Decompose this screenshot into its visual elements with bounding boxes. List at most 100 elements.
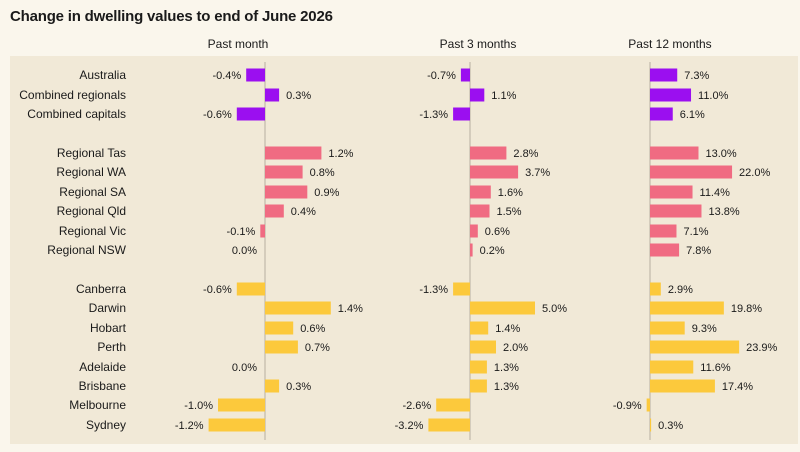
bar-past-3-months-canberra — [453, 282, 470, 296]
value-label-past-month-perth: 0.7% — [305, 342, 330, 354]
bar-past-month-hobart — [265, 321, 294, 335]
bar-past-3-months-regional-nsw — [470, 243, 473, 257]
value-label-past-month-australia: -0.4% — [212, 70, 241, 82]
value-label-past-12-months-australia: 7.3% — [684, 70, 709, 82]
bar-past-month-combined-regionals — [265, 88, 280, 102]
value-label-past-month-darwin: 1.4% — [338, 303, 363, 315]
value-label-past-3-months-regional-wa: 3.7% — [525, 167, 550, 179]
value-label-past-3-months-canberra: -1.3% — [419, 284, 448, 296]
value-label-past-12-months-brisbane: 17.4% — [722, 381, 753, 393]
value-label-past-12-months-regional-qld: 13.8% — [708, 206, 739, 218]
bar-past-3-months-combined-regionals — [470, 88, 485, 102]
value-label-past-3-months-hobart: 1.4% — [495, 323, 520, 335]
bar-past-3-months-brisbane — [470, 379, 487, 393]
column-header-past-month: Past month — [208, 37, 269, 51]
bar-past-3-months-sydney — [428, 418, 470, 432]
value-label-past-12-months-combined-regionals: 11.0% — [698, 90, 729, 102]
bar-past-3-months-hobart — [470, 321, 489, 335]
category-label-darwin: Darwin — [89, 301, 126, 315]
column-header-past-3-months: Past 3 months — [440, 37, 517, 51]
value-label-past-month-canberra: -0.6% — [203, 284, 232, 296]
value-label-past-3-months-regional-tas: 2.8% — [513, 148, 538, 160]
category-label-regional-nsw: Regional NSW — [47, 243, 126, 257]
value-label-past-month-regional-qld: 0.4% — [291, 206, 316, 218]
value-label-past-12-months-regional-vic: 7.1% — [683, 226, 708, 238]
bar-past-12-months-perth — [650, 340, 740, 354]
bar-past-month-combined-capitals — [236, 107, 265, 121]
bar-past-12-months-adelaide — [650, 360, 694, 374]
bar-past-12-months-brisbane — [650, 379, 715, 393]
bar-past-month-australia — [246, 68, 265, 82]
value-label-past-month-combined-regionals: 0.3% — [286, 90, 311, 102]
value-label-past-3-months-regional-sa: 1.6% — [498, 187, 523, 199]
value-label-past-month-adelaide: 0.0% — [232, 362, 257, 374]
category-label-perth: Perth — [97, 340, 126, 354]
bar-past-month-regional-tas — [265, 146, 322, 160]
bar-past-3-months-regional-qld — [470, 204, 490, 218]
bar-past-month-brisbane — [265, 379, 280, 393]
value-label-past-12-months-regional-wa: 22.0% — [739, 167, 770, 179]
bar-past-12-months-regional-nsw — [650, 243, 680, 257]
value-label-past-12-months-sydney: 0.3% — [658, 420, 683, 432]
value-label-past-month-melbourne: -1.0% — [184, 400, 213, 412]
value-label-past-12-months-adelaide: 11.6% — [700, 362, 731, 374]
category-label-regional-sa: Regional SA — [59, 185, 126, 199]
value-label-past-3-months-combined-regionals: 1.1% — [491, 90, 516, 102]
bar-past-12-months-sydney — [650, 418, 652, 432]
value-label-past-3-months-combined-capitals: -1.3% — [419, 109, 448, 121]
bar-past-3-months-regional-sa — [470, 185, 491, 199]
category-label-regional-tas: Regional Tas — [57, 146, 126, 160]
value-label-past-month-regional-wa: 0.8% — [310, 167, 335, 179]
bar-past-month-sydney — [208, 418, 265, 432]
category-label-combined-regionals: Combined regionals — [19, 88, 126, 102]
bar-past-12-months-regional-tas — [650, 146, 699, 160]
bar-past-month-regional-wa — [265, 165, 303, 179]
category-label-combined-capitals: Combined capitals — [27, 107, 126, 121]
value-label-past-month-regional-tas: 1.2% — [328, 148, 353, 160]
bar-past-3-months-regional-vic — [470, 224, 478, 238]
value-label-past-12-months-combined-capitals: 6.1% — [680, 109, 705, 121]
bar-past-month-darwin — [265, 301, 331, 315]
bar-past-3-months-melbourne — [436, 398, 470, 412]
bar-past-3-months-regional-wa — [470, 165, 519, 179]
bar-past-month-regional-qld — [265, 204, 284, 218]
category-label-regional-wa: Regional WA — [56, 165, 126, 179]
bar-past-12-months-regional-qld — [650, 204, 702, 218]
value-label-past-month-combined-capitals: -0.6% — [203, 109, 232, 121]
value-label-past-3-months-perth: 2.0% — [503, 342, 528, 354]
bar-past-3-months-darwin — [470, 301, 535, 315]
category-label-melbourne: Melbourne — [69, 398, 126, 412]
category-label-brisbane: Brisbane — [79, 379, 127, 393]
value-label-past-12-months-hobart: 9.3% — [692, 323, 717, 335]
bar-past-month-perth — [265, 340, 298, 354]
bar-past-3-months-adelaide — [470, 360, 487, 374]
bar-past-3-months-combined-capitals — [453, 107, 470, 121]
value-label-past-12-months-regional-nsw: 7.8% — [686, 245, 711, 257]
bar-past-3-months-regional-tas — [470, 146, 507, 160]
bar-past-12-months-melbourne — [646, 398, 650, 412]
bar-past-12-months-hobart — [650, 321, 685, 335]
category-label-regional-qld: Regional Qld — [57, 204, 126, 218]
category-label-adelaide: Adelaide — [79, 360, 126, 374]
bar-past-12-months-darwin — [650, 301, 724, 315]
value-label-past-month-sydney: -1.2% — [175, 420, 204, 432]
bar-past-month-regional-sa — [265, 185, 308, 199]
value-label-past-3-months-melbourne: -2.6% — [402, 400, 431, 412]
bar-past-month-canberra — [236, 282, 265, 296]
value-label-past-month-regional-sa: 0.9% — [314, 187, 339, 199]
bar-past-month-regional-vic — [260, 224, 265, 238]
category-label-canberra: Canberra — [76, 282, 126, 296]
value-label-past-3-months-brisbane: 1.3% — [494, 381, 519, 393]
bar-past-12-months-combined-capitals — [650, 107, 673, 121]
value-label-past-12-months-perth: 23.9% — [746, 342, 777, 354]
bar-past-12-months-regional-wa — [650, 165, 733, 179]
bar-past-12-months-canberra — [650, 282, 661, 296]
value-label-past-12-months-melbourne: -0.9% — [613, 400, 642, 412]
value-label-past-3-months-regional-vic: 0.6% — [485, 226, 510, 238]
value-label-past-12-months-darwin: 19.8% — [731, 303, 762, 315]
category-label-hobart: Hobart — [90, 321, 127, 335]
bar-past-3-months-australia — [460, 68, 470, 82]
value-label-past-3-months-darwin: 5.0% — [542, 303, 567, 315]
value-label-past-12-months-regional-sa: 11.4% — [700, 187, 731, 199]
